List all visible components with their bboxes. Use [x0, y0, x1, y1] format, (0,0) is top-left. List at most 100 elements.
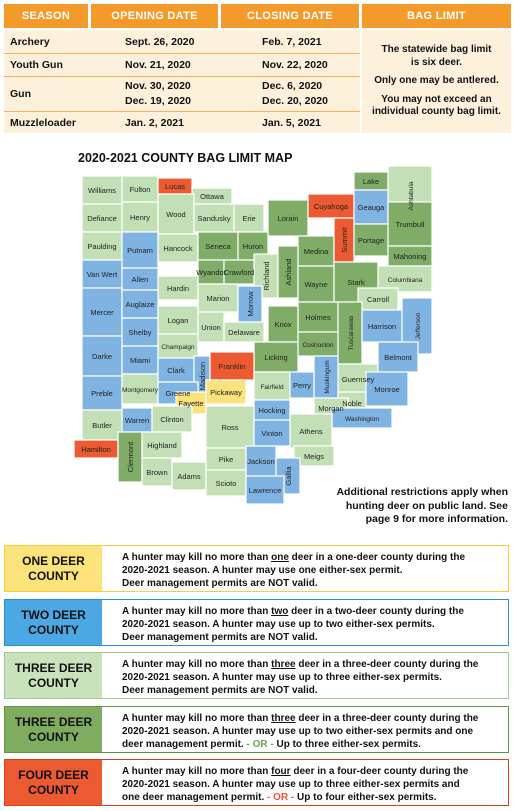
county-label: Licking	[264, 353, 287, 362]
county-label: Wood	[166, 210, 185, 219]
county-label: Medina	[304, 247, 329, 256]
county-fairfield	[253, 371, 291, 401]
county-montgomery	[121, 373, 159, 405]
county-label: Meigs	[304, 452, 324, 461]
county-label: Hardin	[167, 284, 189, 293]
county-label: Fayette	[178, 399, 203, 408]
county-label: Gallia	[284, 466, 293, 486]
county-franklin	[209, 351, 255, 381]
legend-item: ONE DEER COUNTY A hunter may kill no more…	[4, 545, 509, 592]
county-delaware	[223, 321, 265, 343]
county-label: Franklin	[219, 362, 246, 371]
county-lawrence	[245, 475, 285, 505]
county-label: Shelby	[129, 328, 152, 337]
county-label: Coshocton	[302, 342, 333, 349]
county-clinton	[151, 405, 193, 433]
county-henry	[121, 201, 159, 233]
county-label: Vinton	[261, 429, 282, 438]
county-harrison	[361, 309, 403, 343]
county-label: Hocking	[258, 406, 285, 415]
county-label: Montgomery	[122, 387, 159, 394]
county-trumbull	[387, 201, 433, 247]
season-table	[4, 30, 511, 133]
county-label: Noble	[342, 399, 362, 408]
header-season: SEASON	[4, 4, 88, 28]
county-label: Columbiana	[388, 277, 423, 284]
county-portage	[353, 223, 389, 257]
county-label: Scioto	[216, 479, 237, 488]
county-adams	[171, 461, 207, 491]
legend-swatch: ONE DEER COUNTY	[5, 546, 102, 591]
county-label: Preble	[91, 389, 113, 398]
county-label: Williams	[88, 186, 116, 195]
county-label: Crawford	[224, 268, 254, 277]
county-label: Athens	[299, 427, 323, 436]
county-label: Harrison	[368, 322, 396, 331]
county-label: Knox	[274, 320, 291, 329]
county-label: Geauga	[358, 203, 386, 212]
legend-text: A hunter may kill no more than three dee…	[122, 713, 479, 750]
county-label: Mercer	[90, 308, 114, 317]
county-label: Huron	[243, 242, 263, 251]
county-label: Guernsey	[342, 375, 375, 384]
county-highland	[141, 431, 183, 459]
county-label: Tuscarawas	[348, 315, 355, 351]
table-row: Muzzleloader Jan. 2, 2021 Jan. 5, 2021	[4, 113, 360, 133]
county-putnam	[121, 231, 159, 269]
county-label: Clermont	[126, 441, 135, 472]
county-label: Trumbull	[396, 220, 425, 229]
county-cuyahoga	[307, 193, 355, 219]
county-label: Miami	[130, 356, 150, 365]
county-label: Delaware	[228, 328, 260, 337]
county-label: Lucas	[165, 182, 185, 191]
season-cell: Gun	[10, 88, 31, 100]
county-label: Van Wert	[87, 270, 118, 279]
legend-swatch: THREE DEER COUNTY	[5, 707, 102, 752]
county-union	[197, 311, 225, 343]
legend-swatch: THREE DEER COUNTY	[5, 653, 102, 698]
county-label: Jackson	[247, 457, 275, 466]
county-butler	[81, 409, 123, 441]
county-label: Paulding	[87, 242, 116, 251]
county-label: Lorain	[278, 214, 299, 223]
map-title: 2020-2021 COUNTY BAG LIMIT MAP	[78, 151, 293, 165]
county-marion	[197, 283, 239, 313]
county-vinton	[253, 419, 291, 447]
table-row: Youth Gun Nov. 21, 2020 Nov. 22, 2020	[4, 55, 360, 75]
county-belmont	[377, 341, 419, 373]
county-label: Hancock	[163, 244, 192, 253]
county-lorain	[267, 199, 309, 237]
open-date-cell: Nov. 30, 2020 Dec. 19, 2020	[125, 79, 191, 107]
county-label: Lawrence	[249, 486, 282, 495]
county-label: Greene	[165, 389, 190, 398]
county-licking	[253, 341, 299, 373]
county-label: Richland	[262, 261, 271, 290]
county-label: Union	[201, 323, 221, 332]
legend-item: FOUR DEER COUNTY A hunter may kill no mor…	[4, 759, 509, 806]
county-label: Clinton	[160, 415, 183, 424]
close-date-cell: Dec. 6, 2020 Dec. 20, 2020	[262, 79, 328, 107]
county-label: Clark	[167, 366, 185, 375]
county-label: Monroe	[374, 385, 399, 394]
county-label: Jefferson	[415, 312, 422, 339]
county-label: Henry	[130, 213, 150, 222]
open-date-cell: Jan. 2, 2021	[125, 117, 184, 129]
county-label: Ottawa	[200, 192, 225, 201]
county-label: Erie	[242, 214, 255, 223]
county-bag-limit-map: Williams Fulton Lucas Ottawa Defiance Henry Wo…	[73, 165, 433, 505]
header-opening-date: OPENING DATE	[91, 4, 218, 28]
open-date-cell: Sept. 26, 2020	[125, 36, 195, 48]
county-label: Putnam	[127, 246, 153, 255]
county-seneca	[197, 231, 239, 261]
table-row: Archery Sept. 26, 2020 Feb. 7, 2021	[4, 32, 360, 52]
legend-text: A hunter may kill no more than one deer …	[122, 552, 466, 589]
county-label: Lake	[363, 177, 379, 186]
county-auglaize	[121, 289, 159, 319]
legend-item: TWO DEER COUNTY A hunter may kill no more…	[4, 599, 509, 646]
county-label: Portage	[358, 236, 384, 245]
county-label: Pike	[219, 455, 234, 464]
county-label: Darke	[92, 352, 112, 361]
county-label: Allen	[132, 275, 149, 284]
county-label: Holmes	[305, 313, 331, 322]
county-label: Auglaize	[126, 300, 155, 309]
